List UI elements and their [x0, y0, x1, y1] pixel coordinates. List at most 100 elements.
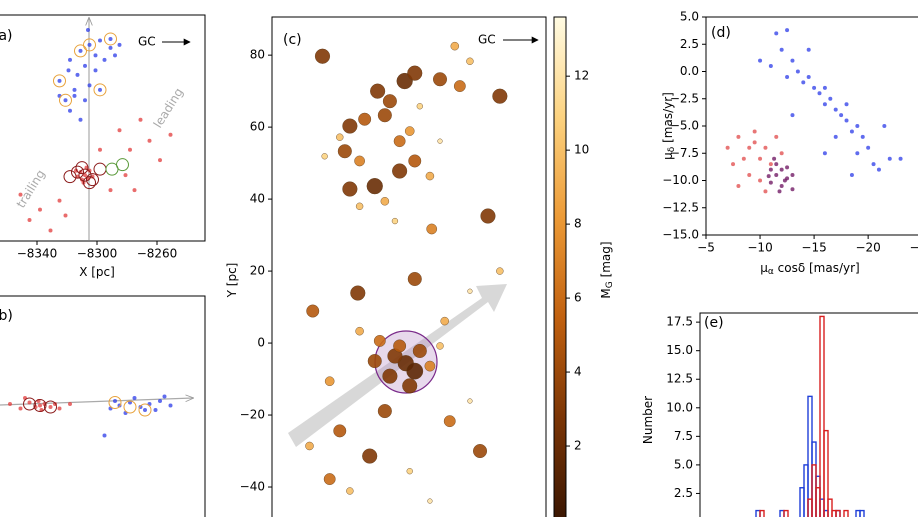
member-ring [44, 400, 57, 414]
star [342, 118, 358, 134]
star [768, 162, 773, 167]
star [18, 192, 23, 197]
label-subscript: α [768, 267, 774, 277]
star [828, 96, 833, 101]
star [393, 339, 407, 353]
star [358, 112, 372, 126]
star [768, 180, 773, 185]
axes-frame [0, 295, 206, 517]
star [406, 468, 413, 475]
y-tick-label: −40 [240, 480, 265, 494]
star [736, 134, 741, 139]
star [57, 198, 62, 203]
label-text: Y [pc] [225, 263, 239, 299]
star [63, 213, 68, 218]
star [93, 68, 98, 73]
y-tick-label: 15.0 [666, 343, 693, 357]
member-ring [83, 38, 96, 52]
star [68, 108, 72, 113]
member-ring [23, 397, 36, 411]
y-tick-label: −2.5 [670, 91, 699, 105]
star [866, 145, 871, 150]
star [18, 406, 23, 411]
star [406, 362, 424, 380]
y-tick-label: −5.0 [670, 119, 699, 133]
star [370, 83, 386, 99]
star [876, 167, 881, 172]
star [102, 433, 107, 438]
star [427, 498, 433, 504]
star [416, 103, 423, 110]
star [758, 58, 763, 63]
star [424, 360, 436, 372]
member-ring [74, 44, 87, 58]
y-tick-label: 2.5 [680, 37, 699, 51]
star [898, 156, 903, 161]
star [393, 135, 406, 148]
colorbar-tick-label: 10 [574, 143, 589, 157]
x-tick-label: −8300 [77, 247, 118, 261]
axis-label: μδ [mas/yr] [661, 92, 677, 160]
star [373, 335, 386, 347]
star [342, 181, 358, 197]
motion-arrow [288, 284, 507, 447]
panel-label: (b) [0, 308, 13, 324]
plot-area [18, 27, 173, 233]
star [117, 42, 122, 47]
y-tick-label: 0.0 [680, 64, 699, 78]
star [473, 444, 488, 459]
star [57, 78, 62, 83]
star [113, 399, 117, 403]
member-ring [71, 165, 84, 179]
member-ring [104, 32, 117, 46]
member-ring [108, 396, 122, 409]
star [822, 102, 827, 107]
star [752, 129, 757, 134]
colorbar-tick-label: 12 [574, 69, 589, 83]
axis-label: MG [mag] [599, 241, 615, 298]
plot-area [755, 315, 865, 517]
star [436, 342, 444, 350]
star [78, 48, 83, 53]
star [768, 167, 773, 172]
colorbar-tick-label: 8 [574, 217, 582, 231]
colorbar-tick-label: 6 [574, 291, 582, 305]
member-ring [93, 83, 107, 97]
star [763, 189, 768, 194]
histogram-bin [819, 315, 825, 517]
star [849, 173, 854, 178]
star [425, 171, 435, 181]
star [354, 155, 365, 167]
star [408, 154, 422, 168]
axes-frame [271, 16, 547, 517]
star [314, 48, 331, 64]
member-ring [78, 168, 92, 182]
star [87, 83, 92, 88]
star [336, 133, 344, 141]
star [785, 165, 790, 170]
star [822, 85, 827, 90]
panel-label: (a) [0, 28, 13, 44]
star [391, 217, 399, 225]
star [66, 68, 71, 73]
star [108, 36, 113, 41]
label-text: Number [641, 396, 655, 444]
star [779, 151, 784, 156]
member-ring [86, 173, 99, 187]
label-text: μ [760, 261, 768, 275]
star [407, 272, 422, 286]
label-text: μ [661, 152, 675, 160]
star [758, 178, 763, 183]
star [768, 64, 773, 69]
star [98, 147, 102, 152]
star [98, 87, 102, 92]
star [795, 69, 800, 74]
histogram-bin [859, 509, 865, 517]
star [871, 162, 876, 167]
star [380, 197, 390, 206]
label-text: cosδ [mas/yr] [774, 261, 860, 275]
y-tick-label: −20 [240, 408, 265, 422]
star [87, 42, 92, 47]
axis-label: Number [641, 396, 655, 444]
